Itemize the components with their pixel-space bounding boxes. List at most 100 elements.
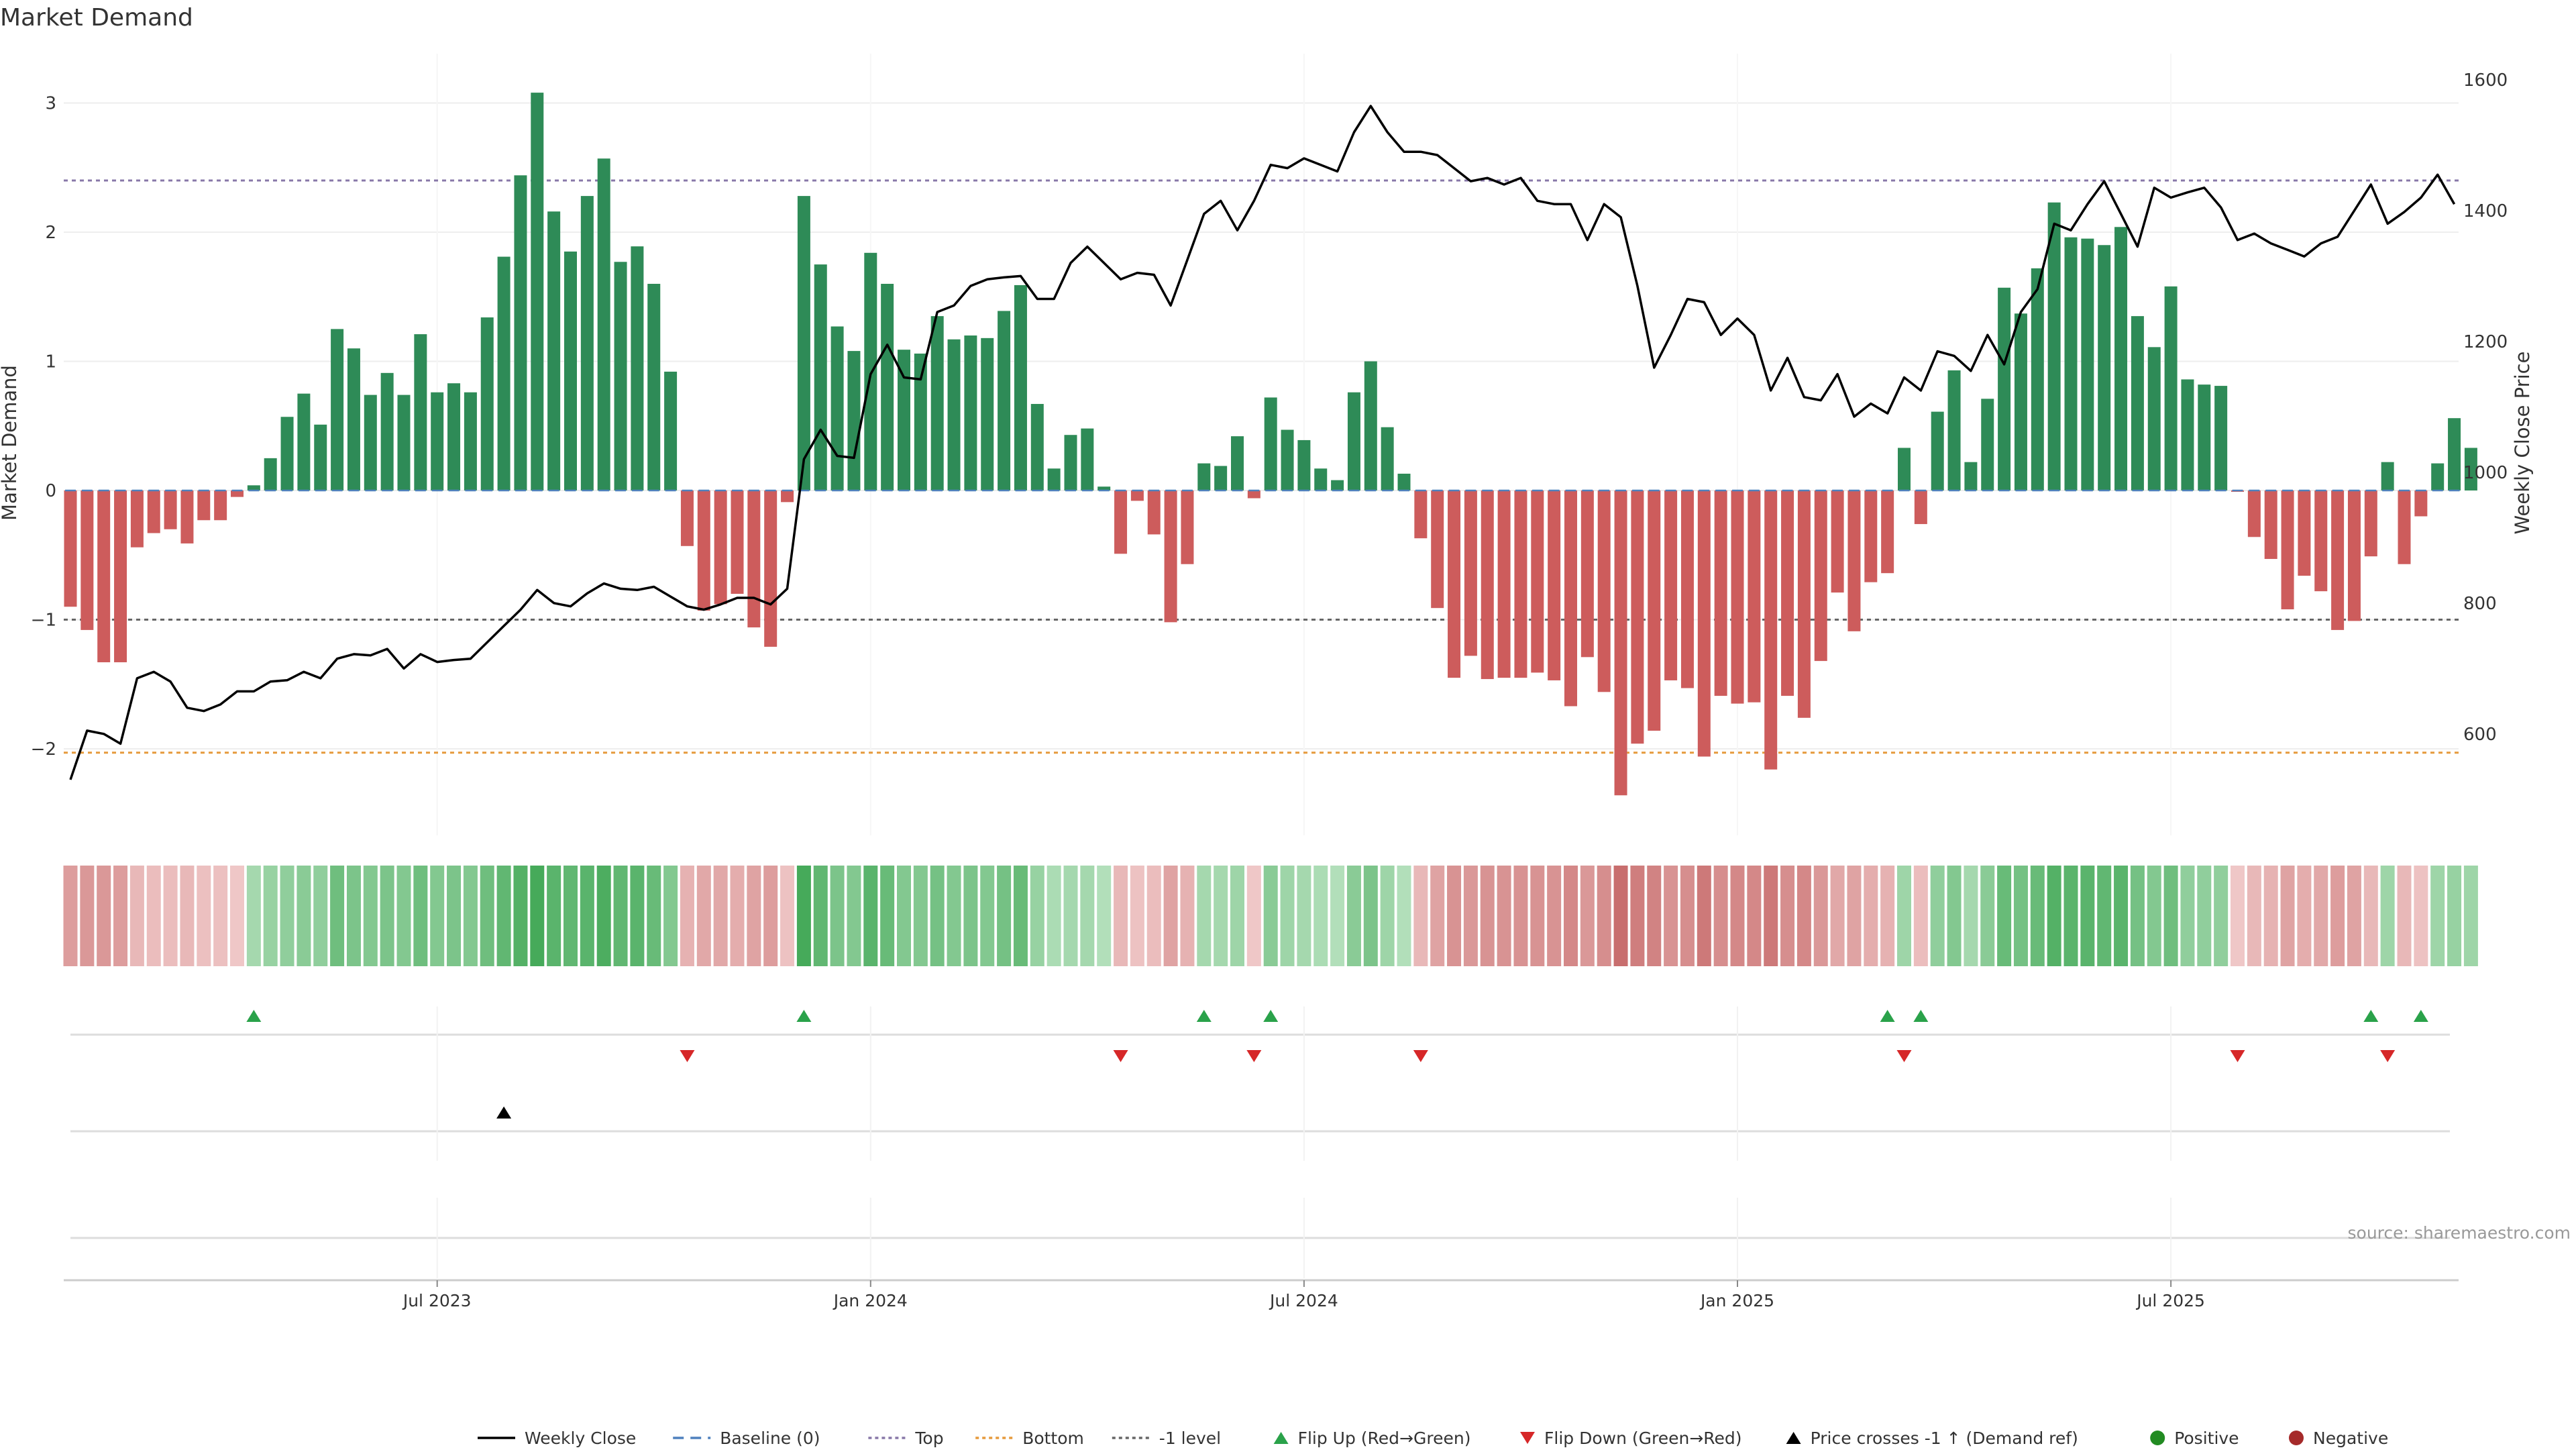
heatmap-cell xyxy=(1713,866,1728,966)
positive-bar xyxy=(2164,286,2178,490)
y-axis-ticks: 3 2 1 0 −1 −2 xyxy=(31,94,56,760)
heatmap-cell xyxy=(1847,866,1862,966)
negative-bar xyxy=(764,490,777,647)
flip-up-marker xyxy=(796,1010,812,1022)
flip-down-marker xyxy=(680,1050,695,1062)
heatmap-cell xyxy=(2114,866,2129,966)
positive-bar xyxy=(881,284,894,490)
heatmap-cell xyxy=(2180,866,2195,966)
source-note: source: sharemaestro.com xyxy=(2348,1223,2571,1243)
heatmap-cell xyxy=(663,866,678,966)
heatmap-cell xyxy=(1230,866,1244,966)
x-tick-label: Jan 2024 xyxy=(833,1291,908,1310)
negative-bar xyxy=(2298,490,2311,576)
heatmap-cell xyxy=(2430,866,2445,966)
heatmap-cell xyxy=(1480,866,1495,966)
heatmap-cell xyxy=(647,866,661,966)
positive-bar xyxy=(1964,462,1978,490)
heatmap-cell xyxy=(280,866,294,966)
negative-bar xyxy=(1881,490,1894,574)
heatmap-cell xyxy=(1463,866,1478,966)
positive-bar xyxy=(514,175,527,490)
heatmap-cell xyxy=(1580,866,1595,966)
heatmap-cell xyxy=(1180,866,1195,966)
heatmap-cell xyxy=(2231,866,2245,966)
legend-flip-up-label: Flip Up (Red→Green) xyxy=(1298,1429,1471,1448)
flip-down-marker xyxy=(1246,1050,1262,1062)
heatmap-cell xyxy=(963,866,978,966)
negative-bar xyxy=(1448,490,1461,678)
negative-bar xyxy=(97,490,111,663)
negative-bar xyxy=(130,490,144,548)
heatmap-cell xyxy=(2397,866,2412,966)
y-tick-label: 0 xyxy=(45,481,56,501)
positive-bar xyxy=(2181,379,2194,490)
heatmap-cell xyxy=(680,866,694,966)
heatmap-cell xyxy=(813,866,828,966)
heatmap-cell xyxy=(2013,866,2028,966)
heatmap-cell xyxy=(1730,866,1745,966)
heatmap-cell xyxy=(1330,866,1345,966)
heatmap-cell xyxy=(2297,866,2312,966)
negative-bar xyxy=(1164,490,1177,623)
positive-bar xyxy=(497,256,511,490)
positive-bar xyxy=(981,338,994,490)
heatmap-cell xyxy=(863,866,878,966)
negative-bar xyxy=(2347,490,2361,621)
heatmap-cell xyxy=(1214,866,1228,966)
positive-bar xyxy=(480,317,494,490)
legend-top-label: Top xyxy=(914,1429,943,1448)
heatmap-cell xyxy=(1197,866,1212,966)
flip-down-marker xyxy=(2380,1050,2396,1062)
heatmap-cell xyxy=(80,866,95,966)
positive-bar xyxy=(2431,463,2445,490)
intensity-heatmap-strip xyxy=(63,866,2478,966)
positive-bar xyxy=(1981,399,1994,490)
positive-bar xyxy=(1947,370,1961,490)
negative-bar xyxy=(1614,490,1627,796)
heatmap-cell xyxy=(1864,866,1878,966)
heatmap-cell xyxy=(2214,866,2229,966)
positive-bar xyxy=(2214,386,2228,490)
negative-bar xyxy=(1864,490,1878,582)
negative-bar xyxy=(1814,490,1827,662)
positive-bar xyxy=(930,316,944,490)
heatmap-cell xyxy=(1497,866,1511,966)
heatmap-cell xyxy=(2047,866,2061,966)
heatmap-cell xyxy=(496,866,511,966)
heatmap-cell xyxy=(980,866,995,966)
heatmap-cell xyxy=(1346,866,1361,966)
heatmap-cell xyxy=(2414,866,2428,966)
heatmap-cell xyxy=(1447,866,1462,966)
negative-bar xyxy=(1781,490,1794,696)
positive-bar xyxy=(1281,429,1294,490)
positive-bar xyxy=(314,424,327,490)
heatmap-cell xyxy=(2130,866,2145,966)
negative-bar xyxy=(1514,490,1527,678)
heatmap-cell xyxy=(613,866,628,966)
heatmap-cell xyxy=(630,866,645,966)
positive-bar xyxy=(247,485,260,490)
heatmap-cell xyxy=(1263,866,1278,966)
heatmap-cell xyxy=(1380,866,1395,966)
negative-bar xyxy=(1564,490,1577,707)
positive-bar xyxy=(647,284,661,490)
heatmap-cell xyxy=(730,866,745,966)
positive-bar xyxy=(998,311,1011,490)
positive-bar xyxy=(1931,411,1944,490)
heatmap-cell xyxy=(1363,866,1378,966)
positive-bar xyxy=(2147,347,2161,490)
heatmap-cell xyxy=(1813,866,1828,966)
heatmap-cell xyxy=(1080,866,1095,966)
positive-bar xyxy=(1014,284,1027,490)
event-markers xyxy=(70,1006,2450,1278)
y-tick-label: 2 xyxy=(45,223,56,243)
negative-bar xyxy=(2264,490,2277,560)
heatmap-cell xyxy=(763,866,778,966)
grid-lines xyxy=(64,54,2459,835)
heatmap-cell xyxy=(1664,866,1678,966)
flip-up-marker xyxy=(2413,1010,2428,1022)
y-tick-label: −1 xyxy=(31,611,56,631)
heatmap-cell xyxy=(547,866,561,966)
